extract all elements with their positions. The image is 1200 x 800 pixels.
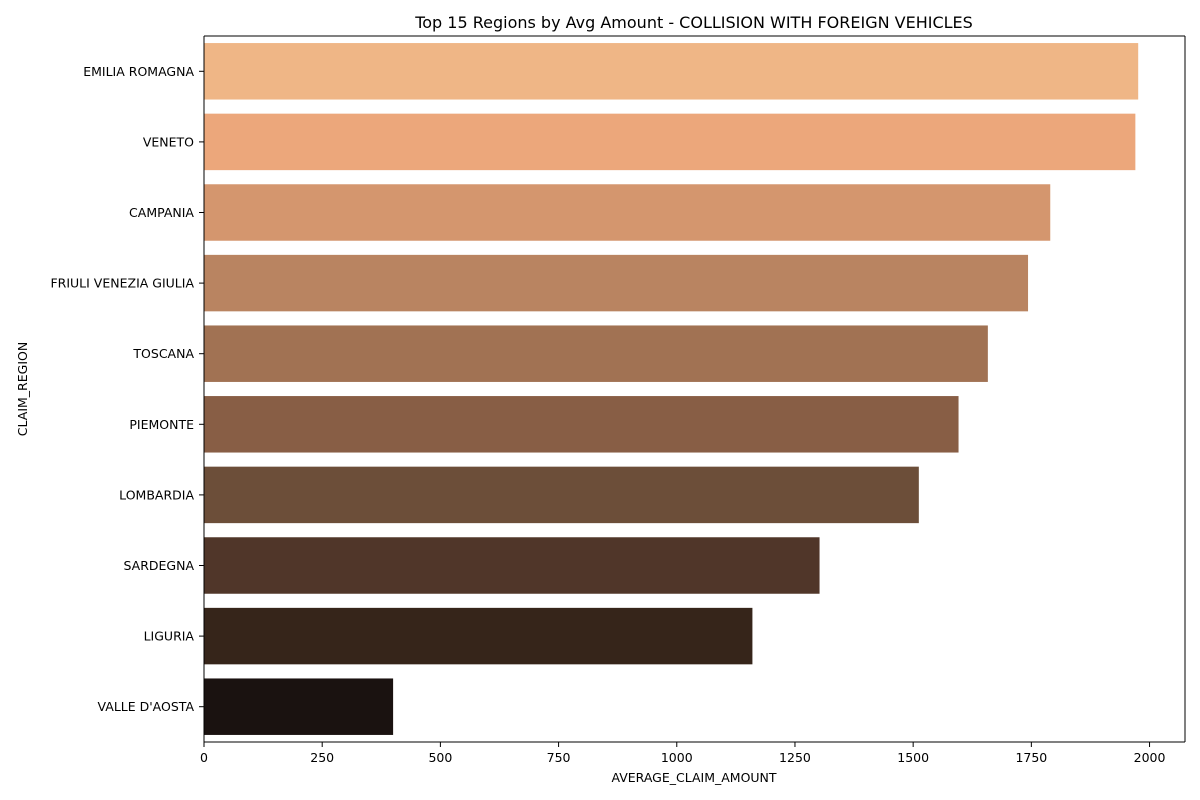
y-tick-label: SARDEGNA [123, 558, 194, 573]
y-tick-label: VENETO [143, 134, 194, 149]
bar-liguria [204, 607, 753, 665]
bar-emilia-romagna [204, 43, 1139, 100]
x-tick-label: 0 [200, 750, 208, 765]
bars-group [204, 43, 1139, 735]
x-tick-label: 750 [547, 750, 571, 765]
y-axis-ticks: EMILIA ROMAGNA VENETO CAMPANIA FRIULI VENEZ… [50, 64, 204, 714]
x-axis-ticks: 0 250 500 750 1000 1250 1500 1750 2000 [200, 742, 1165, 765]
x-tick-label: 1750 [1015, 750, 1047, 765]
bar-sardegna [204, 537, 820, 594]
y-tick-label: PIEMONTE [129, 417, 194, 432]
y-tick-label: LIGURIA [144, 629, 195, 644]
bar-lombardia [204, 466, 919, 524]
x-axis-label: AVERAGE_CLAIM_AMOUNT [611, 770, 776, 785]
bar-friuli-venezia-giulia [204, 254, 1029, 312]
y-axis-label: CLAIM_REGION [15, 342, 30, 436]
bar-veneto [204, 113, 1136, 171]
bar-campania [204, 184, 1051, 241]
x-tick-label: 1250 [779, 750, 811, 765]
bar-piemonte [204, 396, 959, 453]
x-tick-label: 250 [310, 750, 334, 765]
bar-valle-d-aosta [204, 678, 394, 735]
bar-toscana [204, 325, 988, 382]
x-tick-label: 500 [428, 750, 452, 765]
x-tick-label: 1000 [661, 750, 693, 765]
y-tick-label: TOSCANA [132, 346, 194, 361]
x-tick-label: 2000 [1134, 750, 1166, 765]
y-tick-label: FRIULI VENEZIA GIULIA [50, 276, 194, 291]
y-tick-label: EMILIA ROMAGNA [83, 64, 194, 79]
y-tick-label: LOMBARDIA [119, 487, 194, 502]
y-tick-label: CAMPANIA [129, 205, 194, 220]
x-tick-label: 1500 [897, 750, 929, 765]
y-tick-label: VALLE D'AOSTA [98, 699, 195, 714]
chart-title: Top 15 Regions by Avg Amount - COLLISION… [414, 13, 973, 32]
